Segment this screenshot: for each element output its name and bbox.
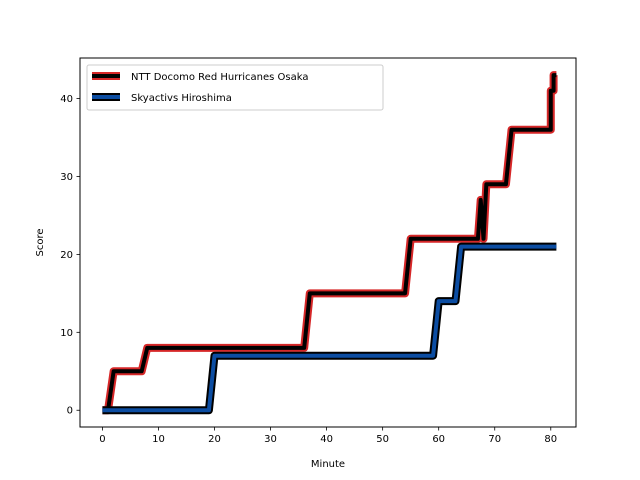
x-axis: 0 10 20 30 40 50 60 70 80 <box>99 427 557 445</box>
x-axis-label: Minute <box>311 459 345 470</box>
plot-area-frame <box>79 57 577 428</box>
x-tick-label: 60 <box>432 434 445 445</box>
y-tick-label: 30 <box>60 172 73 183</box>
y-tick-label: 20 <box>60 250 73 261</box>
series-2-line <box>102 244 557 413</box>
x-tick-label: 50 <box>376 434 389 445</box>
legend-box <box>86 64 384 111</box>
series-layer <box>102 71 558 415</box>
y-tick-label: 0 <box>67 406 73 417</box>
x-tick-label: 70 <box>488 434 501 445</box>
series-1-line <box>102 73 557 413</box>
legend-label-1: NTT Docomo Red Hurricanes Osaka <box>131 72 309 83</box>
legend: NTT Docomo Red Hurricanes Osaka Skyactiv… <box>86 64 384 111</box>
y-axis-label: Score <box>35 228 46 256</box>
y-axis: 0 10 20 30 40 <box>60 94 80 417</box>
y-tick-label: 40 <box>60 94 73 105</box>
x-tick-label: 40 <box>320 434 333 445</box>
y-tick-label: 10 <box>60 328 73 339</box>
legend-label-2: Skyactivs Hiroshima <box>131 93 232 104</box>
x-tick-label: 20 <box>208 434 221 445</box>
x-tick-label: 80 <box>544 434 557 445</box>
legend-entry-2: Skyactivs Hiroshima <box>92 93 232 104</box>
x-tick-label: 10 <box>152 434 165 445</box>
x-tick-label: 0 <box>99 434 105 445</box>
legend-entry-1: NTT Docomo Red Hurricanes Osaka <box>92 72 309 83</box>
x-tick-label: 30 <box>264 434 277 445</box>
